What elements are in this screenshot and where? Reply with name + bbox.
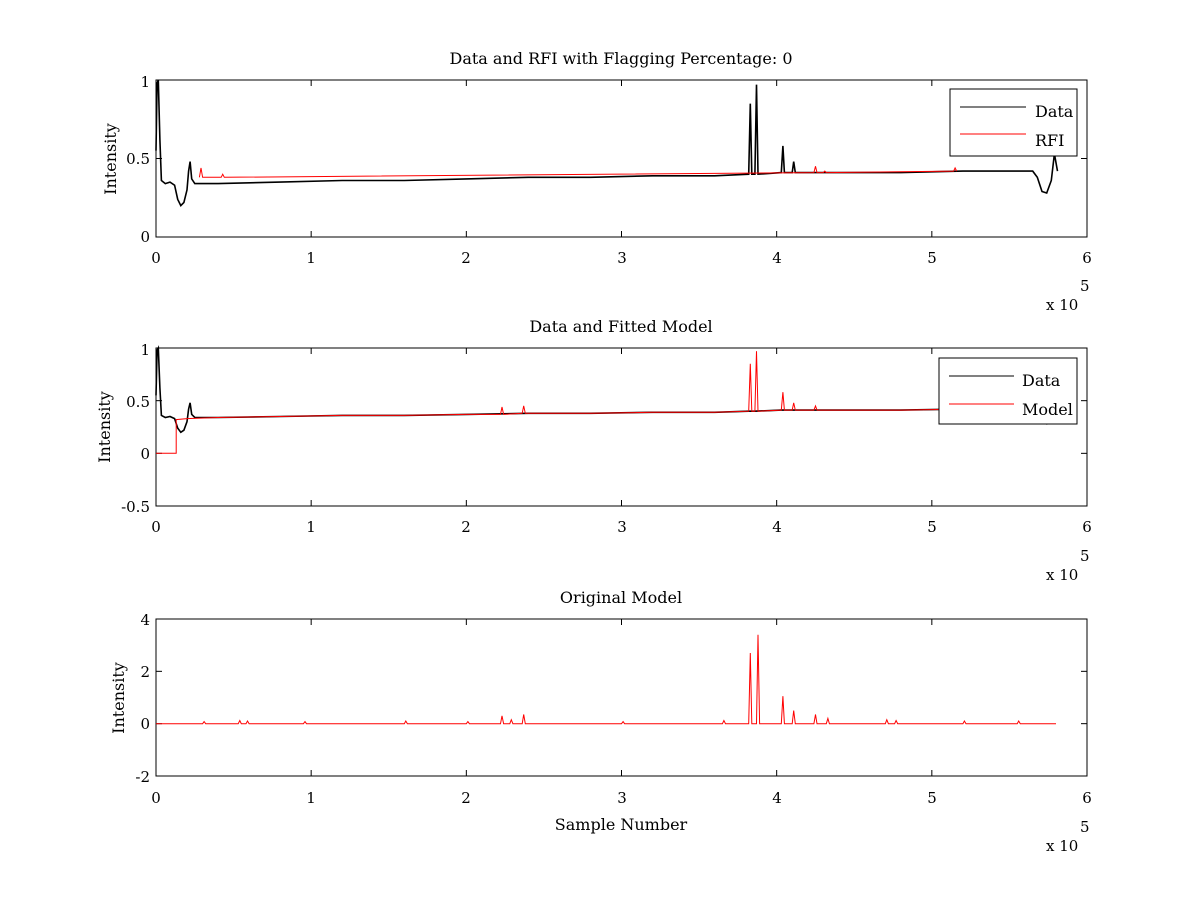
- x-multiplier-label: x 10: [1046, 566, 1078, 584]
- y-tick-labels: 0 0.5 1: [126, 73, 150, 246]
- x-tick-label: 2: [461, 249, 471, 267]
- y-axis-label: Intensity: [95, 391, 114, 463]
- y-tick-labels: -2 0 2 4: [135, 611, 150, 786]
- x-ticks: [155, 348, 1088, 506]
- plot-series: [155, 79, 1059, 207]
- x-tick-label: 0: [151, 249, 161, 267]
- legend-data-label: Data: [1035, 102, 1074, 121]
- x-axis-label: Sample Number: [555, 815, 688, 834]
- x-tick-label: 0: [151, 518, 161, 536]
- model-series-line: [156, 634, 1056, 725]
- legend-rfi-label: RFI: [1035, 131, 1064, 150]
- plot-series: [156, 634, 1056, 725]
- panel-2: Data and Fitted Model Intensity 0 1 2 3 …: [95, 317, 1092, 584]
- x-tick-label: 5: [927, 249, 937, 267]
- x-multiplier-exponent: 5: [1080, 277, 1090, 295]
- chart-title: Data and RFI with Flagging Percentage: 0: [449, 49, 792, 68]
- x-tick-label: 6: [1082, 249, 1092, 267]
- chart-title: Original Model: [560, 588, 682, 607]
- legend-box: [938, 357, 1078, 425]
- x-multiplier-exponent: 5: [1080, 547, 1090, 565]
- x-tick-label: 5: [927, 518, 937, 536]
- x-tick-label: 4: [772, 518, 782, 536]
- y-tick-label: 1: [140, 73, 150, 91]
- x-tick-label: 1: [306, 518, 316, 536]
- x-tick-label: 3: [617, 249, 627, 267]
- y-tick-label: 4: [140, 611, 150, 629]
- y-tick-label: 1: [140, 341, 150, 359]
- x-tick-label: 3: [617, 518, 627, 536]
- x-multiplier: x 10 5: [1046, 547, 1090, 584]
- y-axis-label: Intensity: [109, 662, 128, 734]
- x-tick-label: 1: [306, 249, 316, 267]
- x-tick-label: 3: [617, 789, 627, 807]
- x-tick-label: 4: [772, 789, 782, 807]
- x-ticks: [155, 80, 1088, 237]
- y-tick-label: 2: [140, 663, 150, 681]
- x-multiplier-label: x 10: [1046, 296, 1078, 314]
- axes-box: [155, 79, 1088, 238]
- chart-title: Data and Fitted Model: [529, 317, 712, 336]
- x-tick-label: 1: [306, 789, 316, 807]
- x-tick-labels: 0 1 2 3 4 5 6: [151, 518, 1092, 536]
- x-tick-label: 0: [151, 789, 161, 807]
- legend-data-label: Data: [1022, 371, 1061, 390]
- x-tick-label: 6: [1082, 789, 1092, 807]
- panel-3: Original Model Intensity Sample Number 0…: [109, 588, 1092, 855]
- rfi-series-line: [198, 166, 958, 178]
- x-tick-label: 5: [927, 789, 937, 807]
- y-tick-label: 0: [140, 715, 150, 733]
- y-tick-label: 0: [140, 228, 150, 246]
- x-multiplier: x 10 5: [1046, 277, 1090, 314]
- x-multiplier-label: x 10: [1046, 837, 1078, 855]
- legend: Data RFI: [949, 88, 1078, 157]
- legend: Data Model: [938, 357, 1078, 425]
- x-tick-label: 4: [772, 249, 782, 267]
- legend-model-label: Model: [1022, 400, 1073, 419]
- y-axis-label: Intensity: [101, 123, 120, 195]
- x-tick-labels: 0 1 2 3 4 5 6: [151, 789, 1092, 807]
- x-ticks: [155, 619, 1088, 776]
- y-tick-label: 0.5: [126, 393, 150, 411]
- x-tick-labels: 0 1 2 3 4 5 6: [151, 249, 1092, 267]
- y-ticks: [156, 79, 1087, 238]
- y-tick-label: -2: [135, 768, 150, 786]
- y-tick-labels: -0.5 0 0.5 1: [121, 341, 150, 516]
- legend-box: [949, 88, 1078, 157]
- data-series-line: [155, 79, 1059, 207]
- y-tick-label: -0.5: [121, 498, 150, 516]
- panel-1: Data and RFI with Flagging Percentage: 0…: [101, 49, 1092, 314]
- y-tick-label: 0.5: [126, 150, 150, 168]
- axes-box: [155, 618, 1088, 777]
- y-tick-label: 0: [140, 445, 150, 463]
- x-tick-label: 6: [1082, 518, 1092, 536]
- x-tick-label: 2: [461, 789, 471, 807]
- model-series-line: [156, 351, 1056, 454]
- x-tick-label: 2: [461, 518, 471, 536]
- axes-box: [155, 347, 1088, 507]
- x-multiplier: x 10 5: [1046, 818, 1090, 855]
- x-multiplier-exponent: 5: [1080, 818, 1090, 836]
